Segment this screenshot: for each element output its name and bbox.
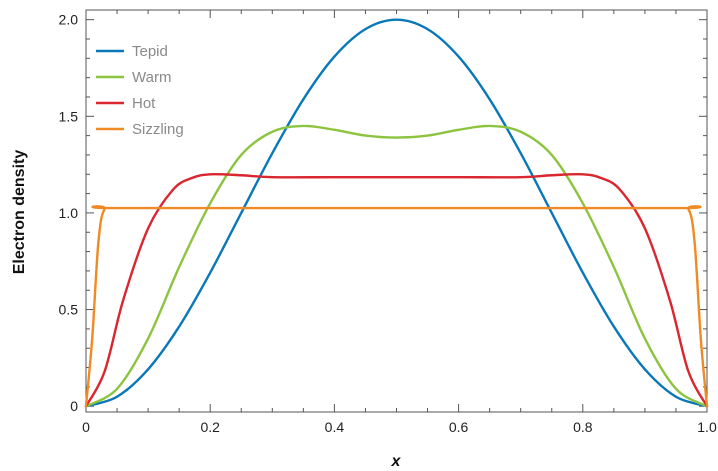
y-tick-label: 1.0	[59, 205, 79, 221]
series-line-sizzling	[84, 205, 709, 408]
y-axis-title: Electron density	[11, 150, 28, 275]
y-tick-label: 2.0	[59, 12, 79, 28]
series-line-tepid	[84, 18, 709, 408]
plot-frame	[85, 9, 708, 413]
y-tick-labels: 0 0.5 1.0 1.5 2.0	[59, 12, 79, 415]
x-tick-label: 0.6	[449, 419, 469, 435]
x-tick-label: 0.4	[325, 419, 345, 435]
x-tick-label: 0.8	[573, 419, 593, 435]
x-tick-labels: 0 0.2 0.4 0.6 0.8 1.0	[82, 419, 717, 435]
series-line-warm	[84, 124, 709, 408]
y-tick-label: 0.5	[59, 302, 79, 318]
y-tick-label: 0	[70, 398, 78, 414]
x-tick-label: 1.0	[697, 419, 717, 435]
y-tick-label: 1.5	[59, 108, 79, 124]
series-lines	[84, 18, 709, 408]
legend-label-hot: Hot	[132, 95, 156, 112]
x-axis-title: x	[391, 453, 402, 470]
axis-ticks	[85, 10, 708, 412]
x-tick-label: 0	[82, 419, 90, 435]
series-line-hot	[84, 172, 709, 408]
legend-label-tepid: Tepid	[132, 43, 168, 60]
x-tick-label: 0.2	[200, 419, 220, 435]
legend: Tepid Warm Hot Sizzling	[96, 43, 184, 138]
legend-label-sizzling: Sizzling	[132, 121, 184, 138]
legend-label-warm: Warm	[132, 69, 171, 86]
